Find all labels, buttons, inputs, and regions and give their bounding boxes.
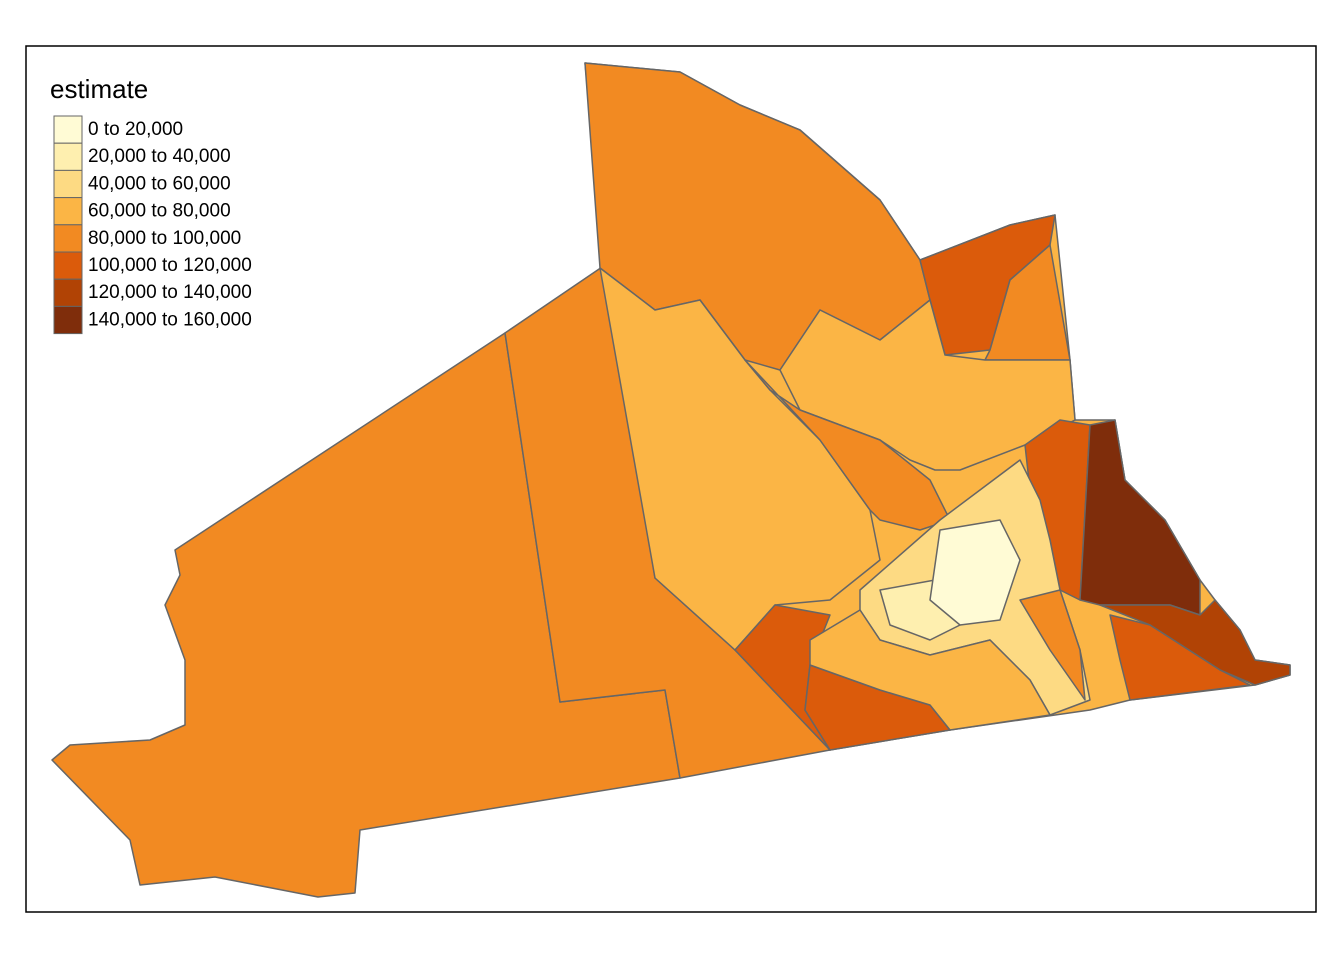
legend-swatch bbox=[53, 278, 83, 307]
legend-swatch bbox=[53, 115, 83, 144]
region bbox=[1079, 419, 1201, 616]
legend-swatch bbox=[53, 224, 83, 253]
legend-swatch bbox=[53, 142, 83, 171]
region bbox=[809, 609, 1051, 731]
regions bbox=[51, 62, 1291, 898]
map-frame bbox=[25, 45, 1317, 913]
legend-swatch bbox=[53, 197, 83, 226]
region bbox=[929, 519, 1021, 626]
legend: estimate 0 to 20,000 20,000 to 40,000 40,0… bbox=[50, 74, 252, 335]
legend-title: estimate bbox=[50, 74, 148, 104]
legend-swatch bbox=[53, 251, 83, 280]
region bbox=[1109, 614, 1251, 701]
region bbox=[984, 244, 1071, 361]
legend-label: 120,000 to 140,000 bbox=[88, 282, 252, 303]
legend-swatch bbox=[53, 169, 83, 199]
legend-swatch bbox=[53, 305, 83, 335]
legend-label: 80,000 to 100,000 bbox=[88, 228, 241, 249]
region bbox=[1019, 589, 1086, 701]
legend-label: 60,000 to 80,000 bbox=[88, 201, 231, 222]
legend-label: 140,000 to 160,000 bbox=[88, 309, 252, 330]
region bbox=[779, 299, 1076, 471]
legend-label: 40,000 to 60,000 bbox=[88, 173, 231, 194]
legend-label: 0 to 20,000 bbox=[88, 119, 183, 140]
legend-label: 20,000 to 40,000 bbox=[88, 146, 231, 167]
legend-label: 100,000 to 120,000 bbox=[88, 255, 252, 276]
